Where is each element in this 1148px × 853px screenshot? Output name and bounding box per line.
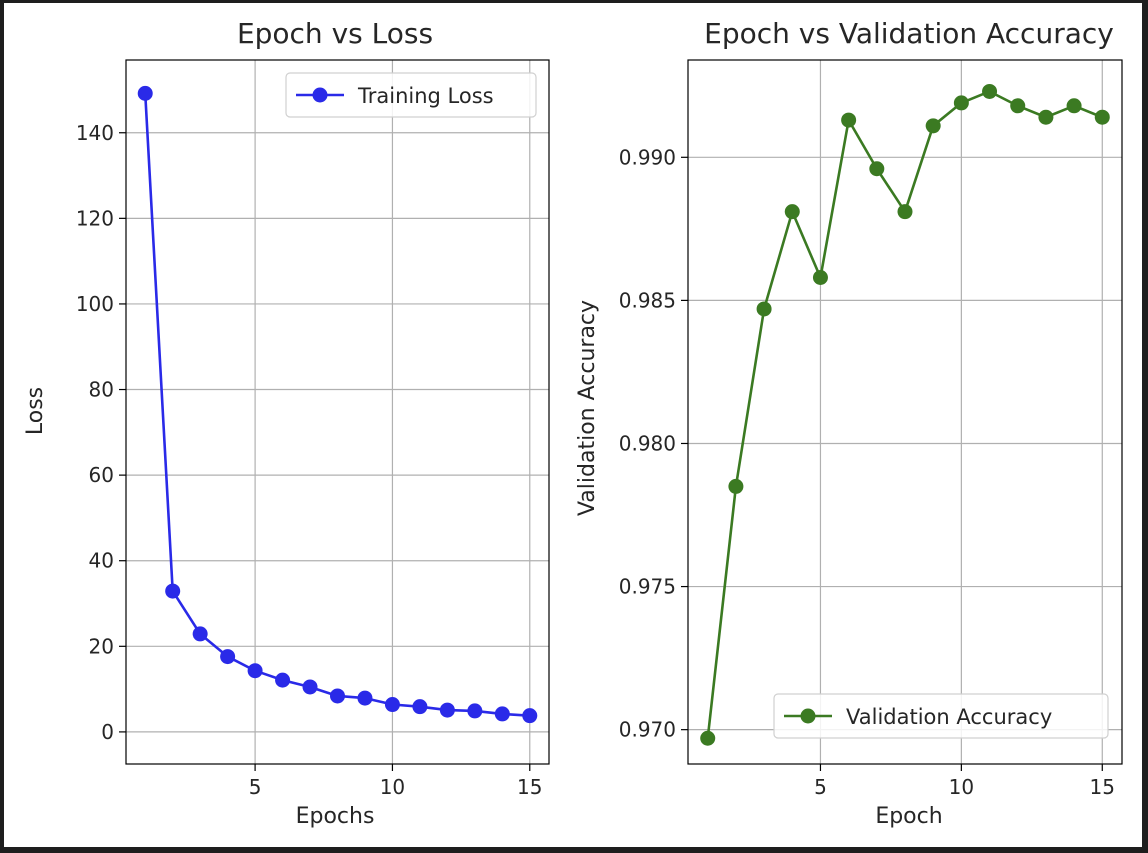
y-tick-label: 0.975 (619, 575, 676, 599)
y-tick-label: 80 (89, 378, 114, 402)
data-point (275, 672, 291, 688)
x-tick-label: 5 (249, 775, 262, 799)
data-point (728, 478, 744, 494)
data-point (1094, 109, 1110, 125)
data-point (165, 583, 181, 599)
x-tick-label: 10 (949, 775, 974, 799)
data-point (1010, 98, 1026, 114)
y-tick-label: 100 (76, 292, 114, 316)
legend-label: Training Loss (357, 84, 494, 108)
legend-box (285, 72, 537, 118)
data-point (357, 690, 373, 706)
data-point (784, 204, 800, 220)
data-point (897, 204, 913, 220)
axes-frame (687, 59, 1123, 765)
legend: Training Loss (285, 72, 537, 118)
y-tick-label: 20 (89, 634, 114, 658)
data-point (412, 699, 428, 715)
plot-area: 5 10 15 0.970 0.975 0.980 0.985 0.990 Validation… (619, 59, 1123, 799)
y-tick-label: 0.980 (619, 431, 676, 455)
x-tick-label: 15 (1090, 775, 1115, 799)
legend-box (773, 693, 1109, 739)
x-axis-label: Epochs (296, 804, 375, 829)
x-tick-label: 15 (517, 775, 542, 799)
data-point (384, 697, 400, 713)
figure-svg: Epoch vs Loss Epochs Loss 5 10 15 0 20 40 60 80… (23, 17, 1123, 829)
series-line (706, 90, 1103, 739)
legend-marker (800, 708, 816, 724)
y-tick-label: 0 (101, 720, 114, 744)
legend-label: Validation Accuracy (846, 705, 1052, 729)
chart-title: Epoch vs Loss (237, 17, 433, 50)
loss-chart: Epoch vs Loss Epochs Loss 5 10 15 0 20 40 60 80… (23, 17, 550, 829)
data-point (467, 703, 483, 719)
data-point (192, 626, 208, 642)
data-point (841, 112, 857, 128)
axes-frame (125, 59, 550, 765)
x-axis-label: Epoch (875, 804, 942, 829)
data-point (137, 85, 153, 101)
chart-title: Epoch vs Validation Accuracy (704, 17, 1114, 50)
y-tick-label: 0.985 (619, 288, 676, 312)
data-point (522, 708, 538, 724)
y-tick-label: 140 (76, 121, 114, 145)
data-point (494, 706, 510, 722)
series-line (143, 93, 530, 717)
figure-canvas: Epoch vs Loss Epochs Loss 5 10 15 0 20 40 60 80… (4, 3, 1142, 847)
data-point (953, 95, 969, 111)
y-tick-label: 0.990 (619, 145, 676, 169)
y-tick-label: 120 (76, 206, 114, 230)
accuracy-chart: Epoch vs Validation Accuracy Epoch Valid… (575, 17, 1123, 829)
data-point (756, 301, 772, 317)
data-point (812, 269, 828, 285)
data-point (869, 161, 885, 177)
y-axis-label: Loss (23, 387, 48, 435)
y-axis-label: Validation Accuracy (575, 300, 600, 516)
data-point (302, 679, 318, 695)
plot-area: 5 10 15 0 20 40 60 80 100 120 140 Training Loss (76, 59, 550, 799)
x-tick-label: 5 (814, 775, 827, 799)
y-tick-label: 40 (89, 549, 114, 573)
data-point (982, 83, 998, 99)
y-tick-label: 0.970 (619, 718, 676, 742)
data-point (1066, 98, 1082, 114)
data-point (700, 730, 716, 746)
data-point (247, 663, 263, 679)
legend-marker (312, 87, 328, 103)
x-tick-label: 10 (380, 775, 405, 799)
y-tick-label: 60 (89, 463, 114, 487)
data-point (220, 649, 236, 665)
legend: Validation Accuracy (773, 693, 1109, 739)
data-point (330, 688, 345, 704)
data-point (1038, 109, 1054, 125)
data-point (439, 702, 455, 718)
data-point (925, 118, 941, 134)
